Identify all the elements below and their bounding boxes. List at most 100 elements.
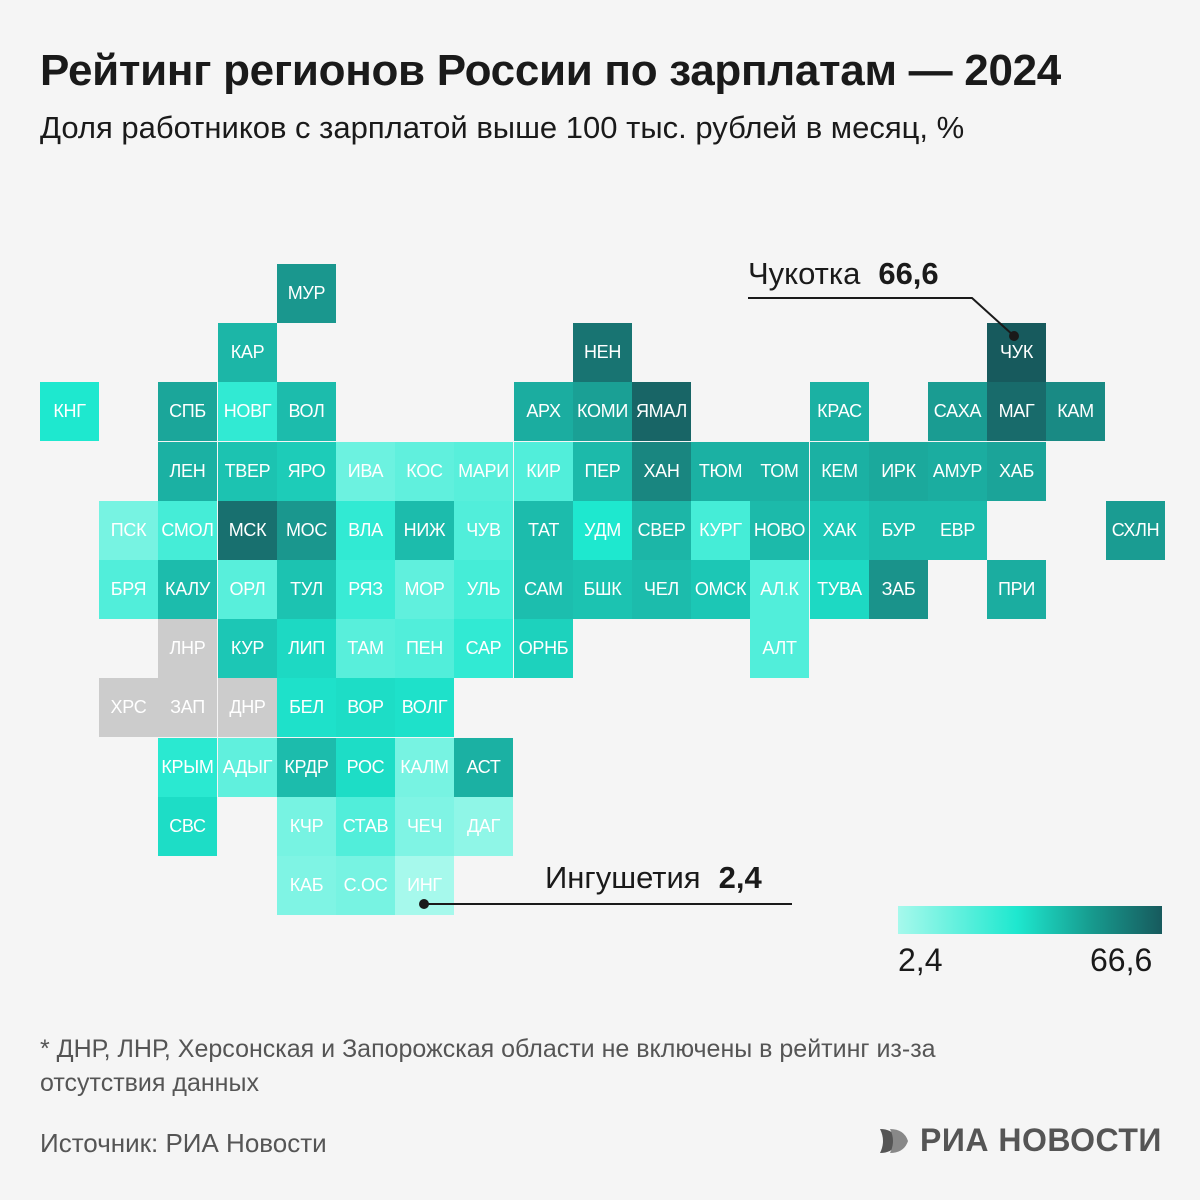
callout-max: Чукотка 66,6 — [748, 256, 939, 292]
region-tile-СВЕР: СВЕР — [632, 501, 691, 560]
region-tile-АСТ: АСТ — [454, 738, 513, 797]
region-tile-РОС: РОС — [336, 738, 395, 797]
source-credit: Источник: РИА Новости — [40, 1128, 327, 1158]
region-tile-БЕЛ: БЕЛ — [277, 678, 336, 737]
region-tile-ТУЛ: ТУЛ — [277, 560, 336, 619]
ria-logo-icon — [880, 1128, 908, 1153]
region-tile-ОРНБ: ОРНБ — [514, 619, 573, 678]
ria-logo: РИА НОВОСТИ — [876, 1122, 1162, 1159]
region-tile-С.ОС: С.ОС — [336, 856, 395, 915]
region-tile-КЧР: КЧР — [277, 797, 336, 856]
region-tile-НОВО: НОВО — [750, 501, 809, 560]
region-tile-АЛТ: АЛТ — [750, 619, 809, 678]
ria-logo-text: РИА НОВОСТИ — [920, 1122, 1162, 1158]
region-tile-САМ: САМ — [514, 560, 573, 619]
region-tile-ВЛА: ВЛА — [336, 501, 395, 560]
region-tile-МСК: МСК — [218, 501, 277, 560]
region-tile-ВОР: ВОР — [336, 678, 395, 737]
region-tile-ТЮМ: ТЮМ — [691, 442, 750, 501]
region-tile-ЧЕЧ: ЧЕЧ — [395, 797, 454, 856]
page-title: Рейтинг регионов России по зарплатам — 2… — [40, 46, 1061, 95]
region-tile-ЕВР: ЕВР — [928, 501, 987, 560]
region-tile-СМОЛ: СМОЛ — [158, 501, 217, 560]
region-tile-ТОМ: ТОМ — [750, 442, 809, 501]
region-tile-ЧЕЛ: ЧЕЛ — [632, 560, 691, 619]
callout-min-label: Ингушетия — [545, 860, 701, 895]
region-tile-КУР: КУР — [218, 619, 277, 678]
region-tile-МОС: МОС — [277, 501, 336, 560]
region-tile-ХРС: ХРС — [99, 678, 158, 737]
region-tile-ЗАБ: ЗАБ — [869, 560, 928, 619]
region-tile-ВОЛ: ВОЛ — [277, 382, 336, 441]
region-tile-КРЫМ: КРЫМ — [158, 738, 217, 797]
region-tile-ОМСК: ОМСК — [691, 560, 750, 619]
region-tile-ЯРО: ЯРО — [277, 442, 336, 501]
region-tile-МАРИ: МАРИ — [454, 442, 513, 501]
region-tile-СХЛН: СХЛН — [1106, 501, 1165, 560]
region-tile-НОВГ: НОВГ — [218, 382, 277, 441]
region-tile-КОС: КОС — [395, 442, 454, 501]
footnote: * ДНР, ЛНР, Херсонская и Запорожская обл… — [40, 1035, 936, 1097]
region-tile-ТВЕР: ТВЕР — [218, 442, 277, 501]
region-tile-ХАК: ХАК — [810, 501, 869, 560]
callout-line-max — [748, 297, 1015, 337]
region-tile-ЛЕН: ЛЕН — [158, 442, 217, 501]
region-tile-ЛИП: ЛИП — [277, 619, 336, 678]
region-tile-ПЕН: ПЕН — [395, 619, 454, 678]
region-tile-РЯЗ: РЯЗ — [336, 560, 395, 619]
region-tile-ХАБ: ХАБ — [987, 442, 1046, 501]
region-tile-КИР: КИР — [514, 442, 573, 501]
region-tile-БУР: БУР — [869, 501, 928, 560]
region-tile-ТАТ: ТАТ — [514, 501, 573, 560]
region-tile-ЧУВ: ЧУВ — [454, 501, 513, 560]
region-tile-КАБ: КАБ — [277, 856, 336, 915]
region-tile-ОРЛ: ОРЛ — [218, 560, 277, 619]
page-subtitle: Доля работников с зарплатой выше 100 тыс… — [40, 110, 965, 145]
region-tile-ЯМАЛ: ЯМАЛ — [632, 382, 691, 441]
callout-max-value: 66,6 — [878, 256, 939, 291]
callout-min: Ингушетия 2,4 — [545, 860, 762, 896]
region-tile-БРЯ: БРЯ — [99, 560, 158, 619]
region-tile-КАР: КАР — [218, 323, 277, 382]
legend-gradient-bar — [898, 906, 1162, 934]
region-tile-ИРК: ИРК — [869, 442, 928, 501]
legend-min-label: 2,4 — [898, 942, 943, 978]
region-tile-АЛ.К: АЛ.К — [750, 560, 809, 619]
region-tile-КАМ: КАМ — [1046, 382, 1105, 441]
region-tile-ИВА: ИВА — [336, 442, 395, 501]
callout-min-value: 2,4 — [718, 860, 762, 895]
region-tile-АМУР: АМУР — [928, 442, 987, 501]
region-tile-КРДР: КРДР — [277, 738, 336, 797]
region-tile-АДЫГ: АДЫГ — [218, 738, 277, 797]
region-tile-САХА: САХА — [928, 382, 987, 441]
region-tile-АРХ: АРХ — [514, 382, 573, 441]
region-tile-ДНР: ДНР — [218, 678, 277, 737]
region-tile-КНГ: КНГ — [40, 382, 99, 441]
region-tile-КАЛМ: КАЛМ — [395, 738, 454, 797]
region-tile-КАЛУ: КАЛУ — [158, 560, 217, 619]
region-tile-ЗАП: ЗАП — [158, 678, 217, 737]
region-tile-УДМ: УДМ — [573, 501, 632, 560]
callout-max-label: Чукотка — [748, 256, 861, 291]
legend-max-label: 66,6 — [1090, 942, 1153, 978]
region-tile-СПБ: СПБ — [158, 382, 217, 441]
region-tile-МАГ: МАГ — [987, 382, 1046, 441]
region-tile-УЛЬ: УЛЬ — [454, 560, 513, 619]
region-tile-СТАВ: СТАВ — [336, 797, 395, 856]
region-tile-КОМИ: КОМИ — [573, 382, 632, 441]
region-tile-НЕН: НЕН — [573, 323, 632, 382]
region-tile-МУР: МУР — [277, 264, 336, 323]
region-tile-ПСК: ПСК — [99, 501, 158, 560]
region-tile-ПРИ: ПРИ — [987, 560, 1046, 619]
callout-dot-min — [419, 899, 429, 909]
region-tile-МОР: МОР — [395, 560, 454, 619]
region-tile-ПЕР: ПЕР — [573, 442, 632, 501]
region-tile-ДАГ: ДАГ — [454, 797, 513, 856]
callout-dot-max — [1009, 331, 1019, 341]
region-tile-СВС: СВС — [158, 797, 217, 856]
region-tile-ХАН: ХАН — [632, 442, 691, 501]
region-tile-КЕМ: КЕМ — [810, 442, 869, 501]
region-tile-ТАМ: ТАМ — [336, 619, 395, 678]
region-tile-БШК: БШК — [573, 560, 632, 619]
